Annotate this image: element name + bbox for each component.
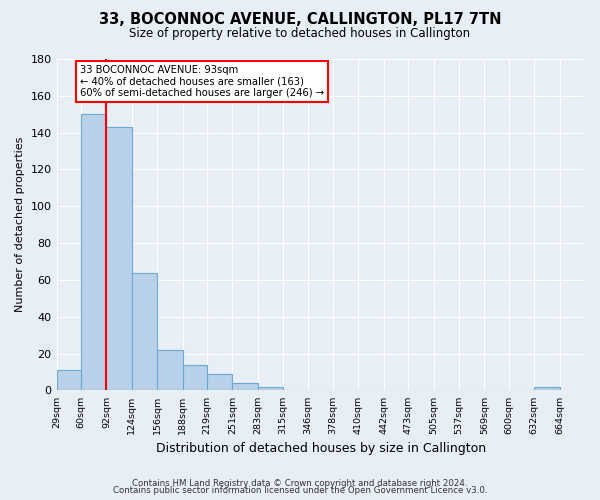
Bar [207, 374, 232, 390]
Bar [157, 350, 182, 391]
Text: 33, BOCONNOC AVENUE, CALLINGTON, PL17 7TN: 33, BOCONNOC AVENUE, CALLINGTON, PL17 7T… [99, 12, 501, 28]
Bar [56, 370, 81, 390]
Text: Contains HM Land Registry data © Crown copyright and database right 2024.: Contains HM Land Registry data © Crown c… [132, 478, 468, 488]
Bar [182, 364, 207, 390]
Text: 33 BOCONNOC AVENUE: 93sqm
← 40% of detached houses are smaller (163)
60% of semi: 33 BOCONNOC AVENUE: 93sqm ← 40% of detac… [80, 64, 323, 98]
Bar [258, 386, 283, 390]
X-axis label: Distribution of detached houses by size in Callington: Distribution of detached houses by size … [156, 442, 486, 455]
Y-axis label: Number of detached properties: Number of detached properties [15, 137, 25, 312]
Bar [232, 383, 258, 390]
Bar [81, 114, 106, 390]
Text: Contains public sector information licensed under the Open Government Licence v3: Contains public sector information licen… [113, 486, 487, 495]
Bar [132, 272, 157, 390]
Text: Size of property relative to detached houses in Callington: Size of property relative to detached ho… [130, 28, 470, 40]
Bar [106, 127, 132, 390]
Bar [534, 386, 560, 390]
